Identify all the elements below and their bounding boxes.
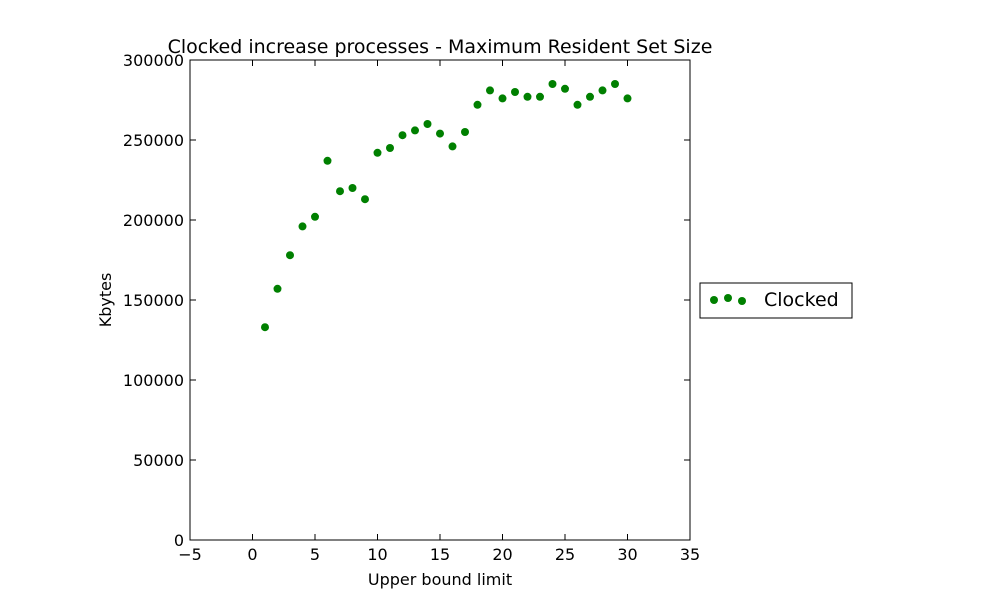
- data-point: [623, 94, 632, 103]
- x-tick-label: 25: [555, 545, 575, 564]
- x-tick-label: 15: [430, 545, 450, 564]
- data-point: [498, 94, 507, 103]
- data-point: [448, 142, 457, 151]
- data-point: [561, 84, 569, 93]
- y-tick-label: 0: [174, 531, 184, 550]
- y-tick-label: 50000: [133, 451, 184, 470]
- legend-marker: [724, 294, 732, 302]
- chart-title: Clocked increase processes - Maximum Res…: [168, 36, 713, 58]
- plot-frame: [189, 59, 691, 541]
- data-point: [398, 131, 407, 140]
- data-point: [548, 80, 557, 88]
- y-tick-label: 200000: [123, 211, 184, 230]
- x-tick-label: 0: [247, 545, 257, 564]
- data-point: [611, 80, 619, 88]
- data-point: [323, 156, 332, 165]
- data-point: [573, 100, 582, 109]
- data-point: [273, 284, 282, 293]
- data-points: [261, 80, 632, 332]
- data-point: [386, 144, 394, 152]
- data-point: [348, 184, 357, 192]
- data-point: [373, 148, 382, 157]
- data-point: [423, 120, 432, 128]
- x-tick-label: 30: [617, 545, 637, 564]
- y-tick-label: 150000: [123, 291, 184, 310]
- data-point: [461, 128, 469, 136]
- data-point: [336, 187, 344, 196]
- data-point: [411, 126, 419, 135]
- y-tick-label: 250000: [123, 131, 184, 150]
- data-point: [311, 212, 319, 221]
- data-point: [361, 195, 369, 204]
- tick-labels: −5 0 5 10 15 20 25 30 35050000100000150000200000…: [123, 51, 700, 564]
- x-tick-label: 5: [310, 545, 320, 564]
- x-tick-label: 20: [492, 545, 512, 564]
- data-point: [286, 251, 294, 260]
- data-point: [473, 100, 482, 109]
- data-point: [523, 92, 532, 101]
- data-point: [436, 129, 444, 138]
- legend: Clocked: [699, 282, 853, 319]
- x-tick-label: −5: [178, 545, 202, 564]
- data-point: [536, 92, 544, 101]
- data-point: [261, 323, 269, 332]
- y-tick-label: 300000: [123, 51, 184, 70]
- data-point: [486, 86, 494, 95]
- y-axis-title: Kbytes: [96, 273, 115, 328]
- legend-marker: [738, 297, 746, 305]
- data-point: [511, 88, 519, 96]
- data-point: [586, 92, 594, 101]
- y-tick-label: 100000: [123, 371, 184, 390]
- x-tick-label: 10: [367, 545, 387, 564]
- data-point: [598, 86, 607, 95]
- data-point: [298, 222, 307, 231]
- x-tick-label: 35: [680, 545, 700, 564]
- legend-label-clocked: Clocked: [764, 289, 839, 311]
- legend-marker: [710, 296, 718, 304]
- x-axis-title: Upper bound limit: [368, 570, 512, 589]
